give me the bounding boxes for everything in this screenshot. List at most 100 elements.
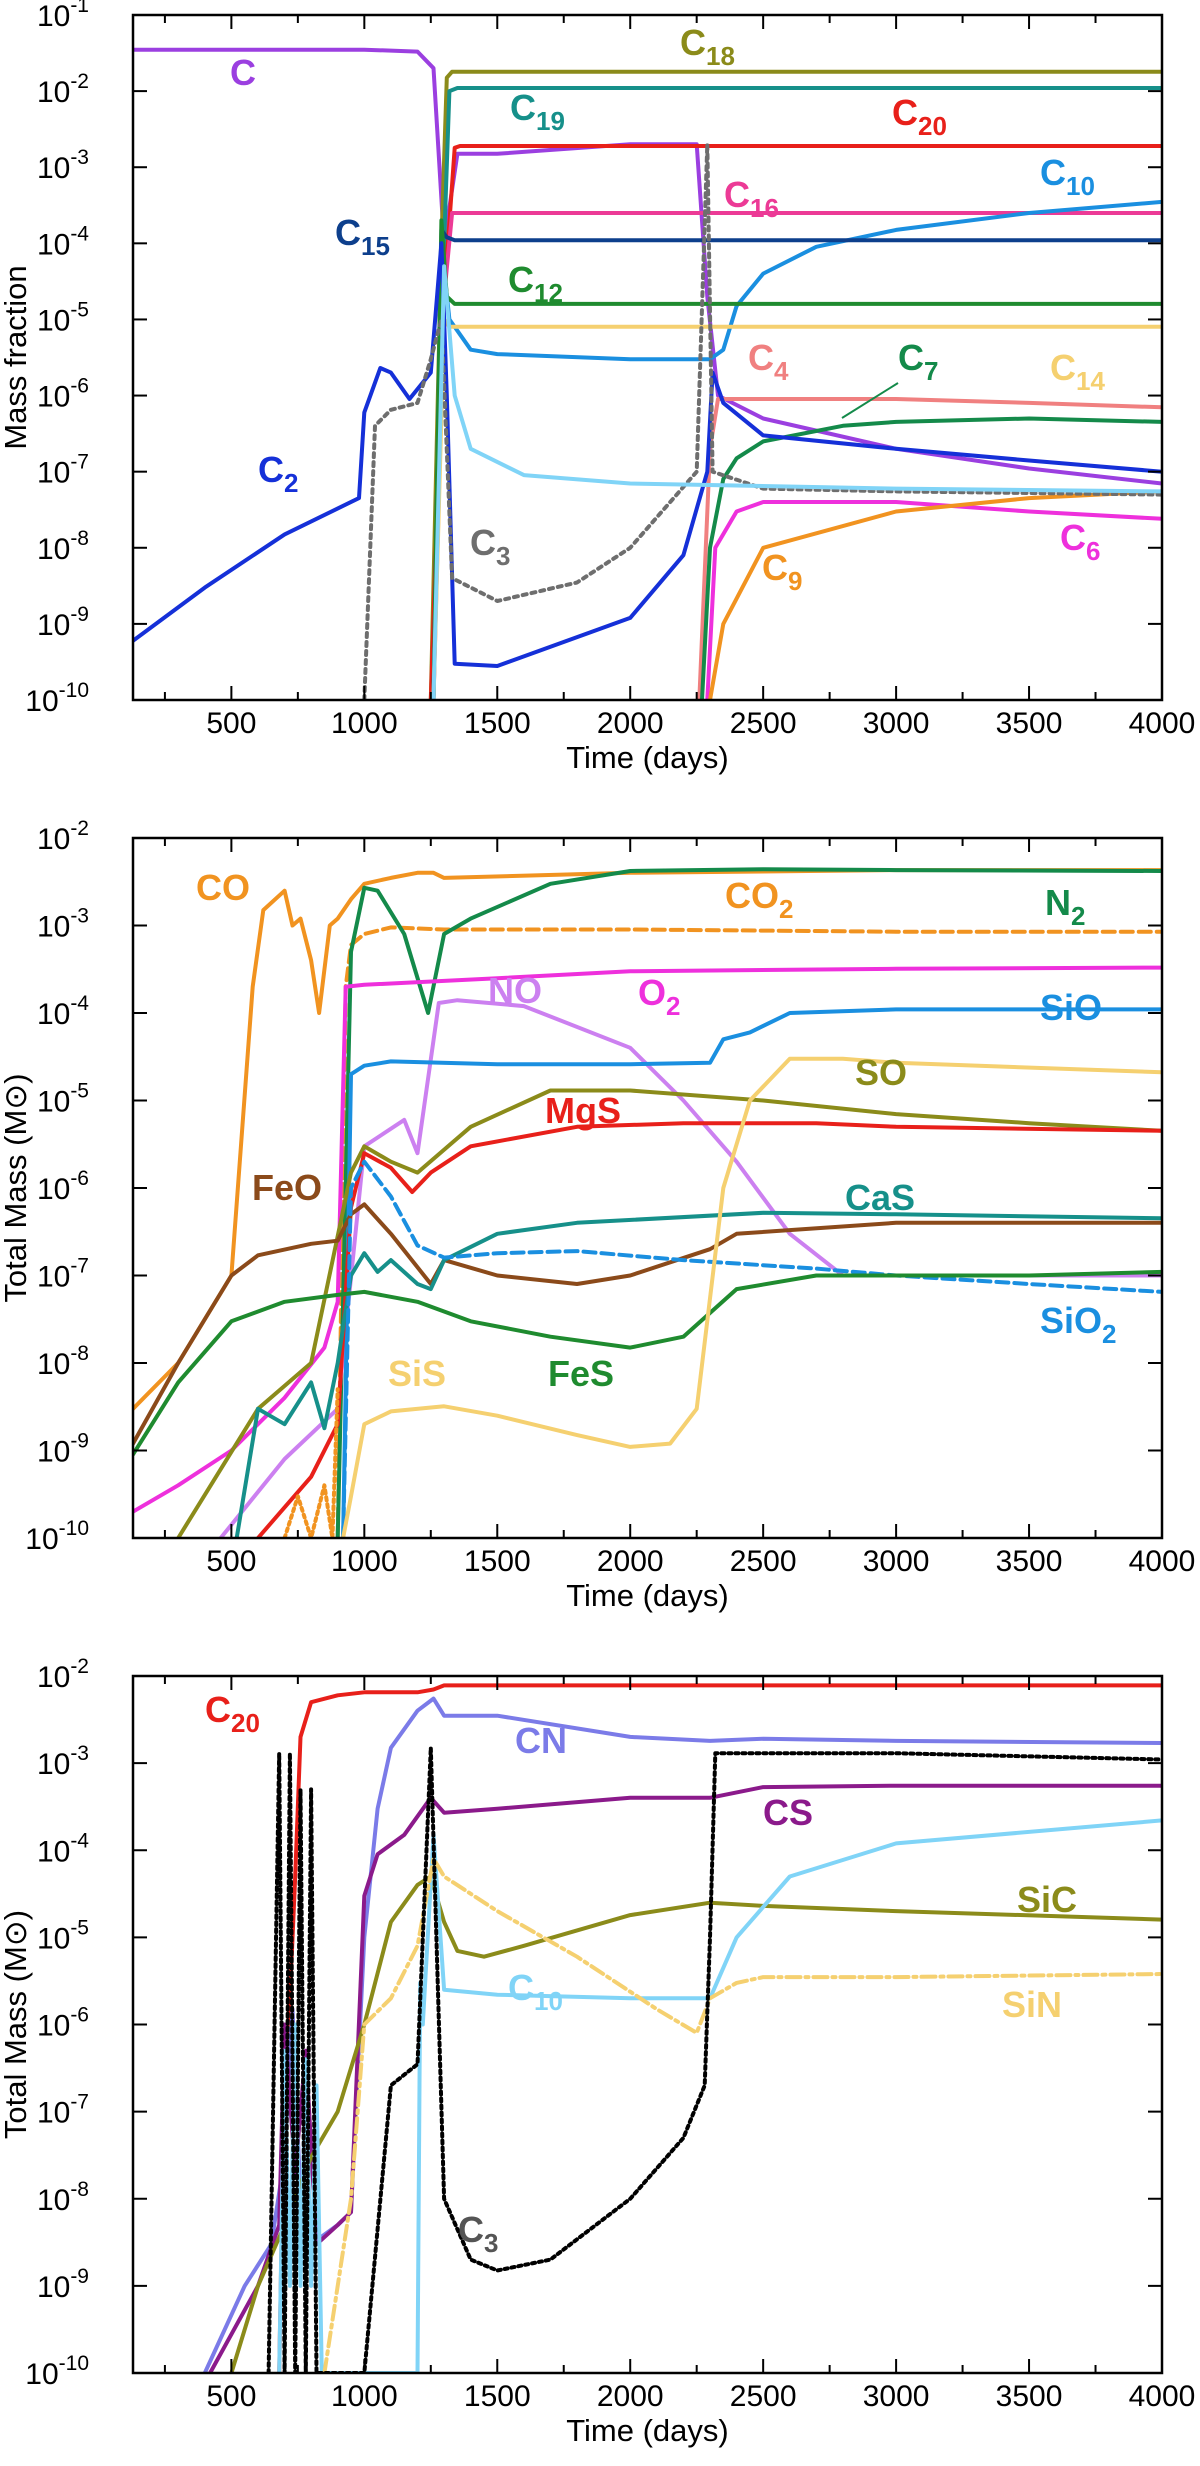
- series-label: N2: [1045, 882, 1085, 931]
- series-label: CO2: [725, 875, 793, 924]
- series-line-c3: [266, 1745, 1162, 2373]
- series-label: CO: [196, 867, 250, 908]
- x-tick-label: 4000: [1129, 1545, 1196, 1578]
- x-tick-label: 4000: [1129, 2380, 1196, 2413]
- x-tick-label: 2500: [730, 707, 797, 740]
- y-tick-label: 10-10: [25, 2352, 89, 2391]
- x-tick-label: 3500: [996, 1545, 1063, 1578]
- chart-panel-3: 500 1000 1500 2000 2500 3000 3500 4000 10-10 10-9…: [0, 1655, 1195, 2448]
- y-tick-label: 10-2: [37, 70, 89, 109]
- chart-panel-1: 500 1000 1500 2000 2500 3000 3500 4000 10-10 10-9…: [0, 0, 1195, 775]
- series-line-c3: [362, 142, 1162, 700]
- chart-panel-2: 500 1000 1500 2000 2500 3000 3500 4000 10-10 10-9…: [0, 817, 1195, 1613]
- series-label: C10: [1040, 152, 1095, 201]
- series-label: C18: [680, 22, 735, 71]
- series-line-no: [218, 998, 1162, 1538]
- series-label: C20: [892, 92, 947, 141]
- series-label: C3: [470, 522, 510, 571]
- series-label: C4: [748, 337, 789, 386]
- series-label: C3: [458, 2209, 498, 2258]
- y-tick-label: 10-5: [37, 1080, 89, 1119]
- series-line-o2: [133, 965, 1162, 1514]
- y-tick-label: 10-6: [37, 1167, 89, 1206]
- y-tick-label: 10-6: [37, 375, 89, 414]
- series-line-n2: [335, 867, 1162, 1538]
- series-label: C7: [898, 337, 938, 386]
- y-tick-label: 10-10: [25, 1517, 89, 1556]
- y-tick-label: 10-8: [37, 2178, 89, 2217]
- series-label: SO: [855, 1052, 907, 1093]
- x-tick-label: 1000: [331, 707, 398, 740]
- series-line-feo: [133, 1202, 1162, 1446]
- series-label: C20: [205, 1689, 260, 1738]
- series-label: SiS: [388, 1353, 446, 1394]
- x-tick-label: 3000: [863, 1545, 930, 1578]
- series-line-fes: [133, 1269, 1162, 1457]
- y-tick-label: 10-2: [37, 1655, 89, 1694]
- series-line-mgs: [256, 1121, 1162, 1538]
- series-label: CS: [763, 1792, 813, 1833]
- y-tick-label: 10-7: [37, 2091, 89, 2130]
- series-line-co2: [335, 925, 1162, 1538]
- x-axis-label: Time (days): [566, 2413, 728, 2448]
- series-label: CN: [515, 1720, 567, 1761]
- x-axis-label: Time (days): [566, 1578, 728, 1613]
- y-tick-label: 10-3: [37, 146, 89, 185]
- x-tick-label: 2000: [597, 1545, 664, 1578]
- y-axis-label: Total Mass (M⊙): [0, 1910, 33, 2139]
- y-tick-label: 10-4: [37, 1829, 89, 1868]
- series-line-sin: [322, 1856, 1162, 2373]
- series-label: C14: [1050, 347, 1105, 396]
- x-tick-label: 3000: [863, 707, 930, 740]
- x-tick-label: 500: [206, 1545, 256, 1578]
- series-label: MgS: [545, 1090, 621, 1131]
- x-tick-label: 3500: [996, 2380, 1063, 2413]
- series-line-c2: [133, 241, 1162, 668]
- y-tick-label: 10-10: [25, 679, 89, 718]
- y-tick-label: 10-5: [37, 298, 89, 337]
- y-tick-label: 10-9: [37, 603, 89, 642]
- series-label: C16: [724, 174, 779, 223]
- y-tick-label: 10-6: [37, 2004, 89, 2043]
- x-axis-label: Time (days): [566, 740, 728, 775]
- series-line-c6: [705, 500, 1162, 700]
- label-leader-line: [841, 382, 899, 419]
- series-label: SiN: [1002, 1984, 1062, 2025]
- y-axis-label: Mass fraction: [0, 265, 33, 449]
- series-label: C10: [508, 1967, 563, 2016]
- series-label: C2: [258, 449, 298, 498]
- x-tick-label: 2000: [597, 2380, 664, 2413]
- series-label: FeO: [252, 1167, 322, 1208]
- series-group: [202, 1683, 1162, 2373]
- series-line-c7: [700, 416, 1162, 700]
- series-line-cs: [208, 1783, 1162, 2373]
- x-tick-label: 1500: [464, 2380, 531, 2413]
- y-tick-label: 10-3: [37, 1742, 89, 1781]
- series-label: NO: [488, 970, 542, 1011]
- series-line-c10: [431, 199, 1162, 700]
- series-line-c20: [428, 144, 1162, 700]
- y-tick-label: 10-1: [37, 0, 89, 33]
- series-label: SiO: [1040, 987, 1102, 1028]
- series-label: C9: [762, 547, 802, 596]
- x-tick-label: 1000: [331, 1545, 398, 1578]
- series-line-c20: [277, 1683, 1162, 2373]
- y-tick-label: 10-9: [37, 2265, 89, 2304]
- series-label: O2: [638, 972, 680, 1021]
- x-tick-label: 1000: [331, 2380, 398, 2413]
- x-tick-label: 4000: [1129, 707, 1196, 740]
- series-line-so: [176, 1088, 1162, 1538]
- y-tick-label: 10-8: [37, 1342, 89, 1381]
- y-tick-label: 10-7: [37, 451, 89, 490]
- series-label: C15: [335, 212, 390, 261]
- series-label: C12: [508, 259, 563, 308]
- series-label: C6: [1060, 517, 1100, 566]
- y-tick-label: 10-3: [37, 905, 89, 944]
- series-line-cac: [431, 264, 1162, 700]
- x-tick-label: 3000: [863, 2380, 930, 2413]
- series-line-c9: [708, 489, 1162, 700]
- x-tick-label: 2500: [730, 2380, 797, 2413]
- series-group: [133, 867, 1162, 1538]
- plot-frame: [131, 13, 1164, 702]
